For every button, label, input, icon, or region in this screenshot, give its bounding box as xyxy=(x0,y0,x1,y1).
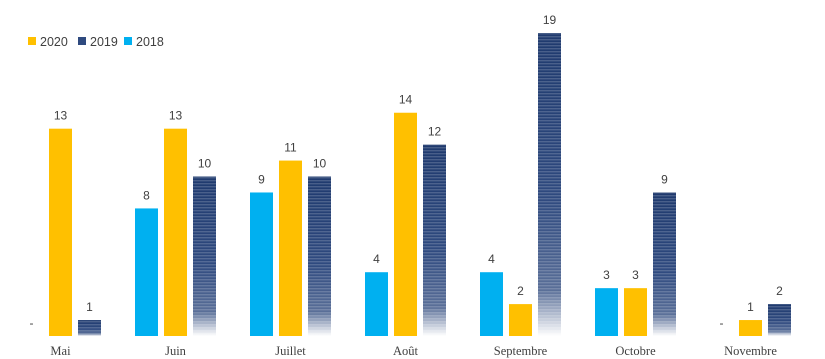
data-label-2020-Octobre: 3 xyxy=(632,268,639,282)
bar-2020-Septembre xyxy=(509,304,532,336)
x-axis: Mai Juin Juillet Août Septembre Octobre Novemb… xyxy=(50,344,777,358)
bar-2018-Août xyxy=(365,272,388,336)
legend-label-2018: 2018 xyxy=(136,35,164,49)
data-label-2019-Juillet: 10 xyxy=(313,157,327,171)
bar-texture-2019-Juillet xyxy=(308,176,331,336)
bar-2020-Novembre xyxy=(739,320,762,336)
data-label-2020-Juillet: 11 xyxy=(284,141,297,155)
data-label-2019-Mai: 1 xyxy=(86,300,93,314)
data-label-2019-Octobre: 9 xyxy=(661,172,668,186)
bar-2020-Juin xyxy=(164,128,187,336)
bar-texture-2019-Novembre xyxy=(768,304,791,336)
data-label-2020-Septembre: 2 xyxy=(517,284,524,298)
data-label-2020-Novembre: 1 xyxy=(747,300,754,314)
legend: 2020 2019 2018 xyxy=(28,35,164,49)
bar-texture-2019-Juin xyxy=(193,176,216,336)
x-tick-label-Mai: Mai xyxy=(50,344,71,358)
bar-texture-2019-Octobre xyxy=(653,192,676,336)
x-tick-label-Septembre: Septembre xyxy=(494,344,548,358)
bar-2018-Juin xyxy=(135,208,158,336)
data-label-2020-Mai: 13 xyxy=(54,109,68,123)
bar-2018-Octobre xyxy=(595,288,618,336)
legend-swatch-2020 xyxy=(28,37,36,45)
data-label-2018-Octobre: 3 xyxy=(603,268,610,282)
data-label-2018-Novembre: - xyxy=(720,316,724,330)
data-label-2019-Juin: 10 xyxy=(198,157,212,171)
x-tick-label-Août: Août xyxy=(393,344,419,358)
data-label-2019-Septembre: 19 xyxy=(543,13,557,27)
x-tick-label-Juin: Juin xyxy=(165,344,187,358)
data-label-2018-Août: 4 xyxy=(373,252,380,266)
x-tick-label-Novembre: Novembre xyxy=(724,344,777,358)
bar-texture-2019-Août xyxy=(423,144,446,336)
data-label-2018-Juillet: 9 xyxy=(258,172,265,186)
bar-2020-Juillet xyxy=(279,160,302,336)
legend-label-2019: 2019 xyxy=(90,35,118,49)
bar-2020-Octobre xyxy=(624,288,647,336)
data-label-2019-Novembre: 2 xyxy=(776,284,783,298)
data-label-2019-Août: 12 xyxy=(428,125,442,139)
bar-2020-Août xyxy=(394,112,417,336)
legend-swatch-2018 xyxy=(124,37,132,45)
legend-swatch-2019 xyxy=(78,37,86,45)
bar-2020-Mai xyxy=(49,128,72,336)
bar-texture-2019-Mai xyxy=(78,320,101,336)
bar-texture-2019-Septembre xyxy=(538,33,561,336)
legend-label-2020: 2020 xyxy=(40,35,68,49)
bar-2018-Septembre xyxy=(480,272,503,336)
data-label-2020-Août: 14 xyxy=(399,93,413,107)
bar-2018-Juillet xyxy=(250,192,273,336)
data-label-2018-Juin: 8 xyxy=(143,188,150,202)
data-label-2018-Mai: - xyxy=(30,316,34,330)
x-tick-label-Octobre: Octobre xyxy=(615,344,656,358)
bars-layer xyxy=(49,33,791,336)
data-label-2020-Juin: 13 xyxy=(169,109,183,123)
data-label-2018-Septembre: 4 xyxy=(488,252,495,266)
x-tick-label-Juillet: Juillet xyxy=(275,344,306,358)
